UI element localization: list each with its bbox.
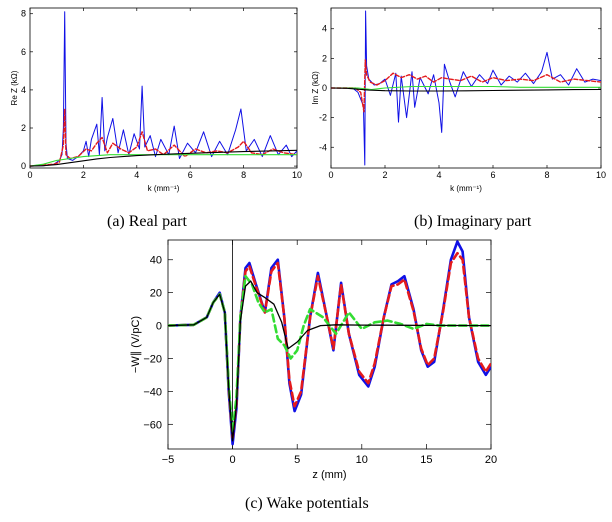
series-line-red	[30, 108, 297, 167]
series-line-blue	[168, 240, 491, 446]
caption-c: (c) Wake potentials	[245, 495, 369, 512]
x-tick-label: 20	[485, 454, 497, 466]
x-tick-label: 5	[294, 454, 300, 466]
series-line-green	[30, 154, 297, 167]
x-tick-label: −5	[162, 454, 175, 466]
y-tick-label: 0	[322, 83, 327, 93]
caption-b: (b) Imaginary part	[414, 213, 532, 230]
y-tick-label: 2	[21, 123, 26, 133]
x-tick-label: 10	[596, 170, 606, 180]
y-tick-label: −20	[143, 353, 162, 365]
x-tick-label: 15	[420, 454, 432, 466]
series-line-blue	[30, 11, 297, 167]
chart-a: 0 2 4 6 8 10 0 2 4 6 8 k (mm⁻¹) Re Z (kΩ)	[10, 7, 302, 193]
x-axis-label: k (mm⁻¹)	[148, 184, 180, 193]
caption-a: (a) Real part	[107, 213, 187, 230]
series-line-green	[331, 85, 601, 91]
y-tick-label: 0	[21, 161, 26, 171]
x-tick-label: 10	[356, 454, 368, 466]
x-axis-label: k (mm⁻¹)	[450, 184, 482, 193]
x-tick-label: 4	[134, 170, 139, 180]
series-line-blue	[331, 10, 601, 166]
y-tick-label: −40	[143, 386, 162, 398]
plot-frame-a	[29, 7, 298, 169]
y-tick-label: 8	[21, 9, 26, 19]
series-line-green	[168, 274, 491, 434]
y-tick-label: -2	[319, 113, 327, 123]
y-axis-label: Im Z (kΩ)	[311, 71, 320, 105]
series-line-red	[168, 251, 491, 439]
series-line-black	[331, 87, 601, 92]
chart-b: 0 2 4 6 8 10 -4 -2 0 2 4 k (mm⁻¹) Im Z (kΩ)	[311, 7, 606, 193]
plot-frame-b	[330, 7, 602, 169]
y-tick-label: 4	[21, 85, 26, 95]
x-tick-label: 8	[544, 170, 549, 180]
x-tick-label: 0	[230, 454, 236, 466]
y-tick-label: -4	[319, 142, 327, 152]
x-tick-label: 4	[436, 170, 441, 180]
x-tick-label: 0	[328, 170, 333, 180]
y-tick-label: 0	[156, 321, 162, 333]
x-tick-label: 0	[27, 170, 32, 180]
y-tick-label: 20	[150, 288, 162, 300]
series-line-black	[168, 280, 491, 442]
x-tick-label: 8	[241, 170, 246, 180]
y-tick-label: 4	[322, 24, 327, 34]
series-line-black	[30, 149, 297, 167]
y-tick-label: 6	[21, 47, 26, 57]
x-tick-label: 6	[188, 170, 193, 180]
x-axis-label: z (mm)	[312, 469, 346, 481]
y-axis-label: −W∥ (V/pC)	[130, 316, 142, 373]
y-tick-label: 2	[322, 53, 327, 63]
x-tick-label: 6	[490, 170, 495, 180]
chart-c: −5 0 5 10 15 20 −60 −40 −20 0 20 40 z (mm) −W∥ (V/pC)	[130, 239, 497, 481]
x-tick-label: 10	[292, 170, 302, 180]
x-tick-label: 2	[382, 170, 387, 180]
x-tick-label: 2	[81, 170, 86, 180]
y-tick-label: 40	[150, 255, 162, 267]
plot-frame-c	[167, 239, 492, 450]
y-tick-label: −60	[143, 419, 162, 431]
y-axis-label: Re Z (kΩ)	[10, 70, 19, 105]
series-line-red	[331, 59, 601, 113]
